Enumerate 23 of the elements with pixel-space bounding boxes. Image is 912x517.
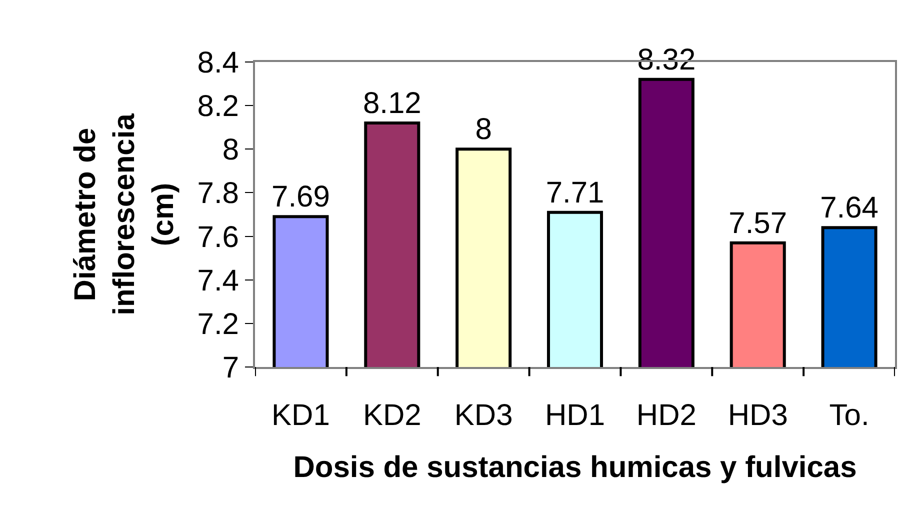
y-tick-label: 7 (222, 352, 239, 384)
x-tick-label: KD1 (272, 399, 330, 432)
data-label: 8 (475, 113, 492, 146)
data-label: 7.69 (272, 180, 330, 214)
y-tick-label: 7.4 (197, 264, 239, 298)
x-tick-label: KD2 (362, 399, 422, 432)
x-tick-label: HD2 (636, 399, 696, 432)
y-tick-label: 8 (222, 134, 239, 167)
y-axis-title: Diámetro de inflorescencia (cm) (68, 113, 180, 316)
data-label: 7.64 (820, 192, 878, 225)
data-label: 8.12 (362, 87, 422, 120)
x-axis-title: Dosis de sustancias humicas y fulvicas (293, 451, 857, 484)
x-tick-label: To. (829, 399, 870, 432)
y-tick-label: 7.8 (197, 177, 239, 210)
x-tick-label: KD3 (454, 399, 513, 432)
x-tick-label: HD3 (728, 399, 788, 432)
y-tick-label: 8.2 (197, 90, 239, 124)
y-tick-label: 7.2 (197, 308, 239, 341)
y-tick-label: 8.4 (197, 46, 239, 80)
data-label: 7.71 (546, 176, 604, 210)
x-tick-label: HD1 (544, 399, 606, 432)
data-label: 7.57 (728, 206, 788, 240)
y-tick-label: 7.6 (197, 220, 239, 254)
